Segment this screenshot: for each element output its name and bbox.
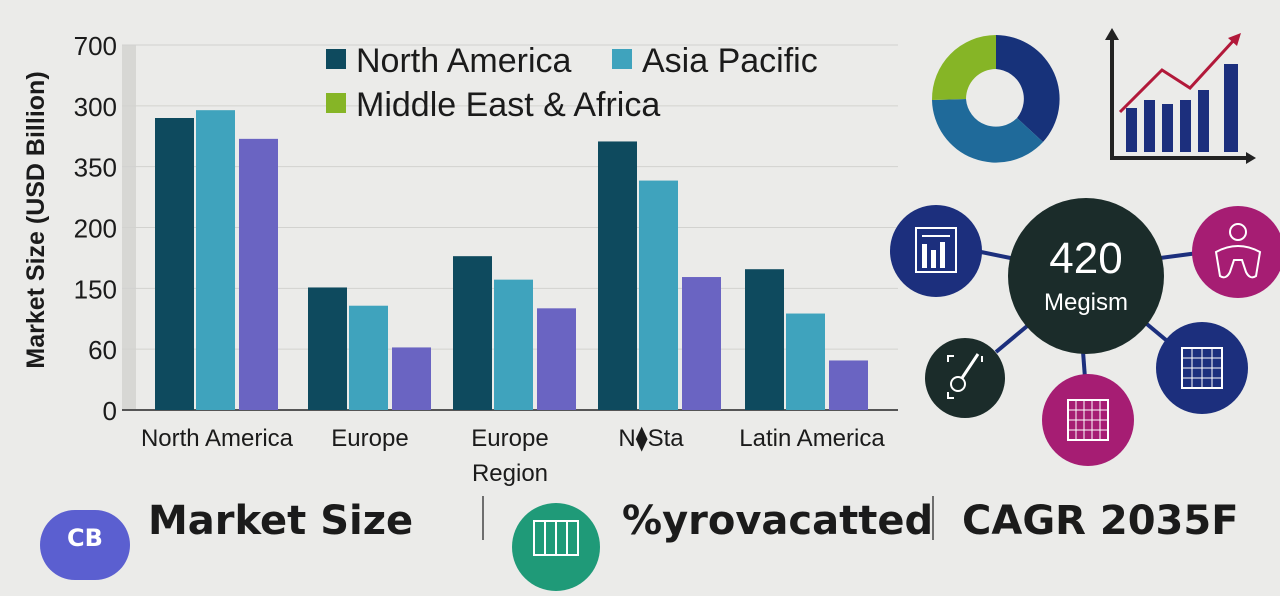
market-size-bar-chart: 0 60 150 200 350 300 700 Market Size (USD Bill… <box>22 31 898 487</box>
y-axis-title: Market Size (USD Billion) <box>22 71 50 368</box>
bar-1-1 <box>155 118 194 410</box>
bar-3-2 <box>494 279 533 410</box>
legend-label: North America <box>356 42 571 80</box>
calendar-icon-node <box>1042 374 1134 466</box>
legend-swatch <box>326 49 346 69</box>
bar-2-2 <box>349 305 388 410</box>
hub-circle: 420 Megism <box>1008 198 1164 354</box>
bar-1-2 <box>196 110 235 410</box>
bar-3-3 <box>537 308 576 410</box>
tooth-icon-node <box>1192 206 1280 298</box>
bar-2-1 <box>308 287 347 410</box>
legend-swatch <box>326 93 346 113</box>
bar-1-3 <box>239 138 278 410</box>
legend-label: Middle East & Africa <box>356 86 660 124</box>
legend-swatch <box>612 49 632 69</box>
hub-value: 420 <box>1049 234 1122 283</box>
donut-chart-icon <box>931 35 1060 163</box>
footer-cagr: CAGR 2035F <box>962 498 1239 544</box>
footer-market-size: Market Size <box>148 498 414 544</box>
bar-5-3 <box>829 360 868 410</box>
decorative-icons: 420 Megism <box>890 28 1280 466</box>
bar-4-2 <box>639 180 678 410</box>
bar-3-1 <box>453 256 492 410</box>
y-tick-label: 150 <box>74 274 117 304</box>
footer-divider-2 <box>932 496 934 540</box>
x-tick-label: N⧫Sta <box>618 425 684 452</box>
x-tick-label: Region <box>472 460 548 487</box>
y-tick-label: 350 <box>74 153 117 183</box>
device-icon-node <box>925 338 1005 418</box>
y-tick-label: 0 <box>103 396 117 426</box>
chart-icon-node <box>890 205 982 297</box>
grid-icon-node <box>1156 322 1248 414</box>
bar-4-3 <box>682 277 721 410</box>
x-tick-label: North America <box>141 425 294 452</box>
legend-label: Asia Pacific <box>642 42 818 80</box>
bar-5-1 <box>745 269 784 410</box>
abacus-icon <box>512 503 600 591</box>
footer-item-2: %yrovacatted <box>622 498 934 544</box>
y-tick-labels: 0 60 150 200 350 300 700 <box>74 31 117 426</box>
x-tick-label: Europe <box>471 425 548 452</box>
y-tick-label: 300 <box>74 92 117 122</box>
footer-divider-1 <box>482 496 484 540</box>
x-tick-label: Europe <box>331 425 408 452</box>
x-tick-label: Latin America <box>739 425 885 452</box>
y-tick-label: 700 <box>74 31 117 61</box>
trend-chart-icon <box>1105 28 1256 164</box>
y-tick-label: 200 <box>74 214 117 244</box>
cb-badge: CB <box>40 510 130 580</box>
bar-2-3 <box>392 347 431 410</box>
legend: North America Asia Pacific Middle East & A… <box>326 42 818 124</box>
bar-5-2 <box>786 313 825 410</box>
y-tick-label: 60 <box>88 335 117 365</box>
bar-4-1 <box>598 141 637 410</box>
x-tick-labels: North America Europe Europe Region N⧫Sta Lati… <box>141 425 885 487</box>
bars <box>155 110 868 410</box>
hub-label: Megism <box>1044 289 1128 316</box>
